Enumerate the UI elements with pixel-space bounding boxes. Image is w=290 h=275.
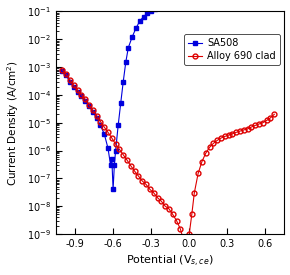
SA508	[76, 90, 79, 94]
Alloy 690 clad	[219, 136, 223, 140]
SA508	[91, 110, 95, 113]
Line: Alloy 690 clad: Alloy 690 clad	[60, 67, 277, 256]
SA508	[99, 124, 102, 127]
SA508	[142, 15, 145, 18]
Alloy 690 clad	[61, 68, 64, 72]
Alloy 690 clad	[204, 152, 207, 155]
Line: SA508: SA508	[60, 4, 169, 192]
SA508	[126, 46, 130, 49]
Legend: SA508, Alloy 690 clad: SA508, Alloy 690 clad	[184, 34, 280, 65]
SA508	[106, 147, 110, 150]
SA508	[153, 8, 157, 11]
SA508	[130, 35, 134, 39]
Alloy 690 clad	[242, 128, 246, 131]
Alloy 690 clad	[273, 113, 276, 116]
Alloy 690 clad	[265, 119, 269, 122]
SA508	[113, 163, 116, 167]
SA508	[68, 80, 72, 83]
SA508	[165, 5, 168, 8]
SA508	[146, 12, 149, 15]
Alloy 690 clad	[114, 142, 117, 146]
SA508	[116, 124, 120, 127]
SA508	[61, 70, 64, 73]
SA508	[64, 74, 68, 77]
SA508	[111, 188, 115, 191]
X-axis label: Potential (V$_{s,ce}$): Potential (V$_{s,ce}$)	[126, 254, 214, 270]
SA508	[80, 95, 83, 98]
SA508	[134, 27, 138, 30]
SA508	[110, 157, 114, 161]
SA508	[138, 20, 142, 23]
SA508	[122, 80, 125, 83]
SA508	[95, 116, 98, 119]
SA508	[84, 99, 87, 103]
SA508	[114, 149, 117, 152]
SA508	[102, 132, 106, 135]
SA508	[87, 104, 91, 108]
SA508	[149, 10, 153, 13]
SA508	[119, 101, 122, 105]
SA508	[157, 6, 161, 9]
SA508	[109, 163, 112, 167]
SA508	[124, 60, 128, 64]
SA508	[161, 5, 164, 9]
SA508	[72, 85, 75, 88]
Y-axis label: Current Density (A/cm$^2$): Current Density (A/cm$^2$)	[6, 60, 21, 186]
Alloy 690 clad	[185, 252, 188, 255]
Alloy 690 clad	[110, 136, 114, 140]
